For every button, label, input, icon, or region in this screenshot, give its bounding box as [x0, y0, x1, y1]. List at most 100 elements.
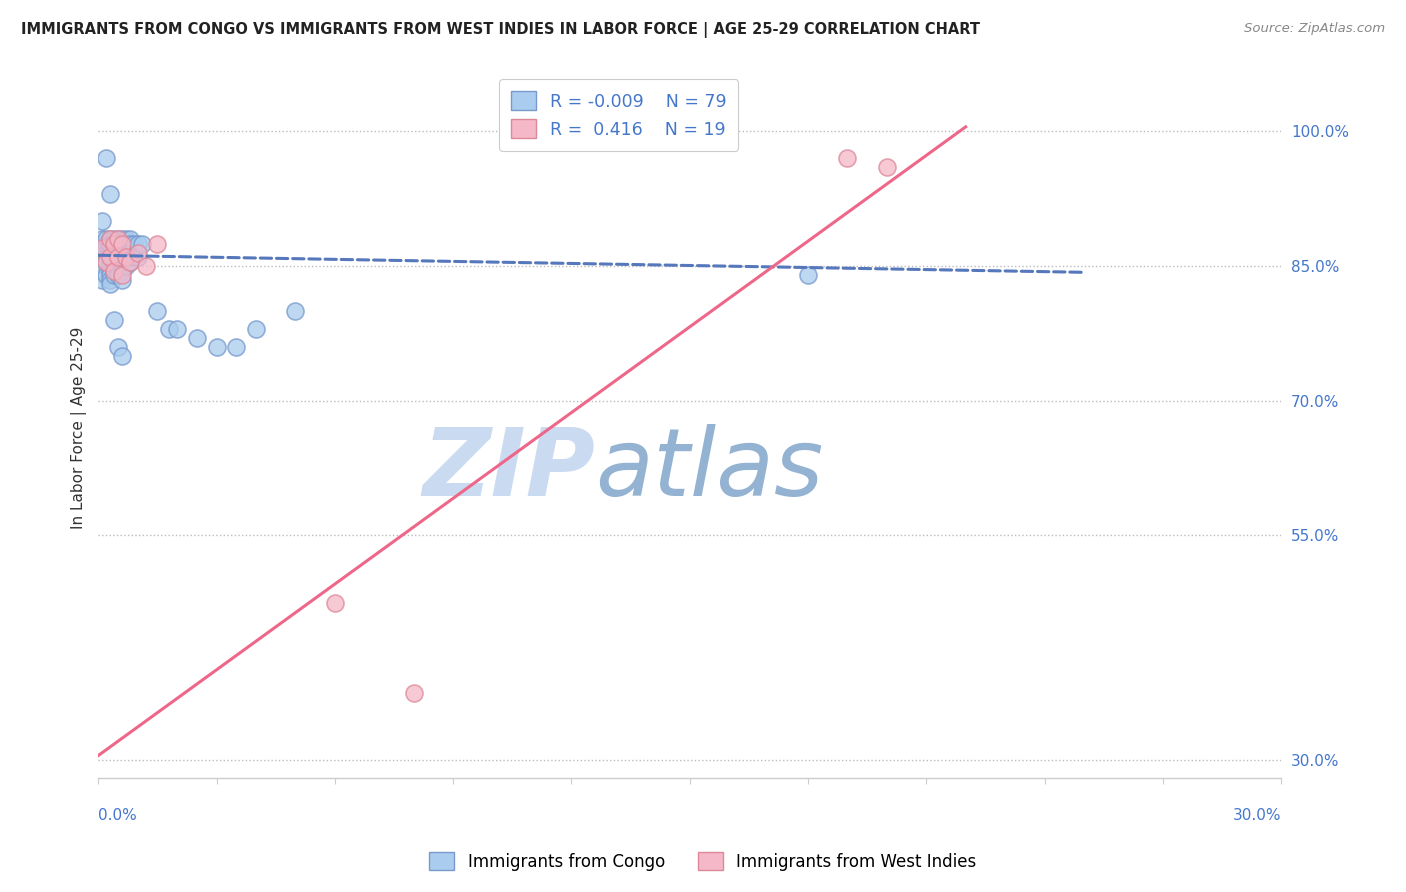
Point [111, 272, 134, 286]
Point [245, 322, 267, 336]
Point [127, 245, 149, 260]
Point [118, 245, 141, 260]
Point [284, 304, 307, 318]
Point [111, 232, 134, 246]
Point [118, 254, 141, 268]
Point [107, 250, 129, 264]
Point [876, 160, 898, 174]
Point [98, 236, 121, 251]
Point [103, 259, 125, 273]
Point [107, 340, 129, 354]
Point [107, 232, 129, 246]
Point [115, 232, 138, 246]
Point [107, 259, 129, 273]
Y-axis label: In Labor Force | Age 25-29: In Labor Force | Age 25-29 [72, 326, 87, 529]
Point [103, 268, 125, 282]
Point [103, 254, 125, 268]
Point [91, 250, 114, 264]
Point [103, 232, 125, 246]
Point [103, 245, 125, 260]
Point [98, 232, 121, 246]
Point [96, 236, 118, 251]
Point [166, 322, 188, 336]
Point [98, 236, 121, 251]
Text: 30.0%: 30.0% [1233, 808, 1281, 823]
Text: atlas: atlas [595, 425, 824, 516]
Point [103, 241, 125, 255]
Point [146, 304, 169, 318]
Point [103, 250, 125, 264]
Point [103, 313, 125, 327]
Text: 0.0%: 0.0% [98, 808, 138, 823]
Point [91, 241, 114, 255]
Point [111, 268, 134, 282]
Point [96, 250, 118, 264]
Point [115, 250, 138, 264]
Point [91, 236, 114, 251]
Point [98, 187, 121, 202]
Point [111, 241, 134, 255]
Point [107, 254, 129, 268]
Point [103, 263, 125, 277]
Point [146, 236, 169, 251]
Point [91, 254, 114, 268]
Point [797, 268, 820, 282]
Point [98, 232, 121, 246]
Point [115, 250, 138, 264]
Point [98, 250, 121, 264]
Point [122, 250, 145, 264]
Point [107, 250, 129, 264]
Point [96, 268, 118, 282]
Point [111, 236, 134, 251]
Point [837, 151, 859, 165]
Point [98, 263, 121, 277]
Point [118, 232, 141, 246]
Point [111, 254, 134, 268]
Point [107, 245, 129, 260]
Legend: Immigrants from Congo, Immigrants from West Indies: Immigrants from Congo, Immigrants from W… [420, 844, 986, 880]
Point [91, 214, 114, 228]
Point [122, 236, 145, 251]
Point [402, 685, 425, 699]
Point [157, 322, 180, 336]
Point [98, 259, 121, 273]
Text: Source: ZipAtlas.com: Source: ZipAtlas.com [1244, 22, 1385, 36]
Point [127, 250, 149, 264]
Point [96, 232, 118, 246]
Text: ZIP: ZIP [422, 424, 595, 516]
Point [91, 272, 114, 286]
Point [135, 259, 157, 273]
Point [115, 259, 138, 273]
Point [111, 349, 134, 363]
Point [107, 268, 129, 282]
Point [103, 236, 125, 251]
Point [96, 245, 118, 260]
Point [111, 245, 134, 260]
Text: IMMIGRANTS FROM CONGO VS IMMIGRANTS FROM WEST INDIES IN LABOR FORCE | AGE 25-29 : IMMIGRANTS FROM CONGO VS IMMIGRANTS FROM… [21, 22, 980, 38]
Point [111, 236, 134, 251]
Point [111, 263, 134, 277]
Point [96, 151, 118, 165]
Point [107, 241, 129, 255]
Point [107, 263, 129, 277]
Point [98, 268, 121, 282]
Point [96, 254, 118, 268]
Point [98, 245, 121, 260]
Point [107, 236, 129, 251]
Point [225, 340, 247, 354]
Point [96, 254, 118, 268]
Point [91, 263, 114, 277]
Point [186, 331, 208, 345]
Point [103, 236, 125, 251]
Point [103, 263, 125, 277]
Point [98, 272, 121, 286]
Point [115, 236, 138, 251]
Point [98, 236, 121, 251]
Point [205, 340, 228, 354]
Point [118, 254, 141, 268]
Legend: R = -0.009    N = 79, R =  0.416    N = 19: R = -0.009 N = 79, R = 0.416 N = 19 [499, 79, 738, 151]
Point [98, 277, 121, 291]
Point [131, 236, 153, 251]
Point [96, 241, 118, 255]
Point [115, 241, 138, 255]
